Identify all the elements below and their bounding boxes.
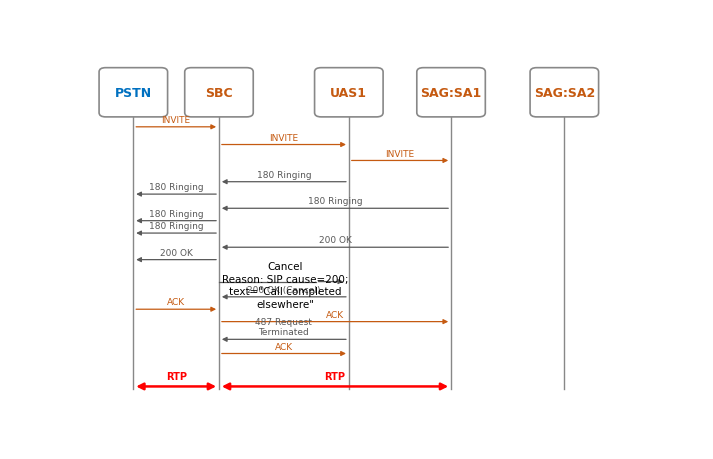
Text: SBC: SBC bbox=[205, 87, 232, 100]
Text: INVITE: INVITE bbox=[386, 149, 414, 158]
Text: SAG:SA1: SAG:SA1 bbox=[421, 87, 482, 100]
FancyBboxPatch shape bbox=[314, 68, 383, 118]
FancyBboxPatch shape bbox=[417, 68, 486, 118]
Text: 200 OK: 200 OK bbox=[319, 236, 352, 245]
Text: 200 OK (Cancel): 200 OK (Cancel) bbox=[247, 285, 321, 294]
Text: INVITE: INVITE bbox=[162, 116, 190, 125]
Text: 180 Ringing: 180 Ringing bbox=[149, 183, 203, 192]
Text: UAS1: UAS1 bbox=[330, 87, 367, 100]
Text: SAG:SA2: SAG:SA2 bbox=[534, 87, 595, 100]
Text: INVITE: INVITE bbox=[270, 134, 299, 142]
FancyBboxPatch shape bbox=[530, 68, 599, 118]
Text: 180 Ringing: 180 Ringing bbox=[149, 222, 203, 231]
Text: 200 OK: 200 OK bbox=[160, 248, 193, 257]
Text: 180 Ringing: 180 Ringing bbox=[257, 170, 311, 179]
Text: ACK: ACK bbox=[167, 298, 185, 307]
Text: 180 Ringing: 180 Ringing bbox=[308, 197, 362, 206]
Text: RTP: RTP bbox=[324, 371, 346, 381]
Text: 180 Ringing: 180 Ringing bbox=[149, 209, 203, 218]
Text: PSTN: PSTN bbox=[115, 87, 152, 100]
Text: 487 Request
Terminated: 487 Request Terminated bbox=[255, 318, 312, 337]
Text: ACK: ACK bbox=[275, 342, 293, 351]
FancyBboxPatch shape bbox=[185, 68, 253, 118]
Text: Cancel
Reason: SIP cause=200;
text="Call completed
elsewhere": Cancel Reason: SIP cause=200; text="Call… bbox=[222, 262, 349, 309]
Text: ACK: ACK bbox=[326, 310, 344, 319]
Text: RTP: RTP bbox=[165, 371, 187, 381]
FancyBboxPatch shape bbox=[99, 68, 168, 118]
